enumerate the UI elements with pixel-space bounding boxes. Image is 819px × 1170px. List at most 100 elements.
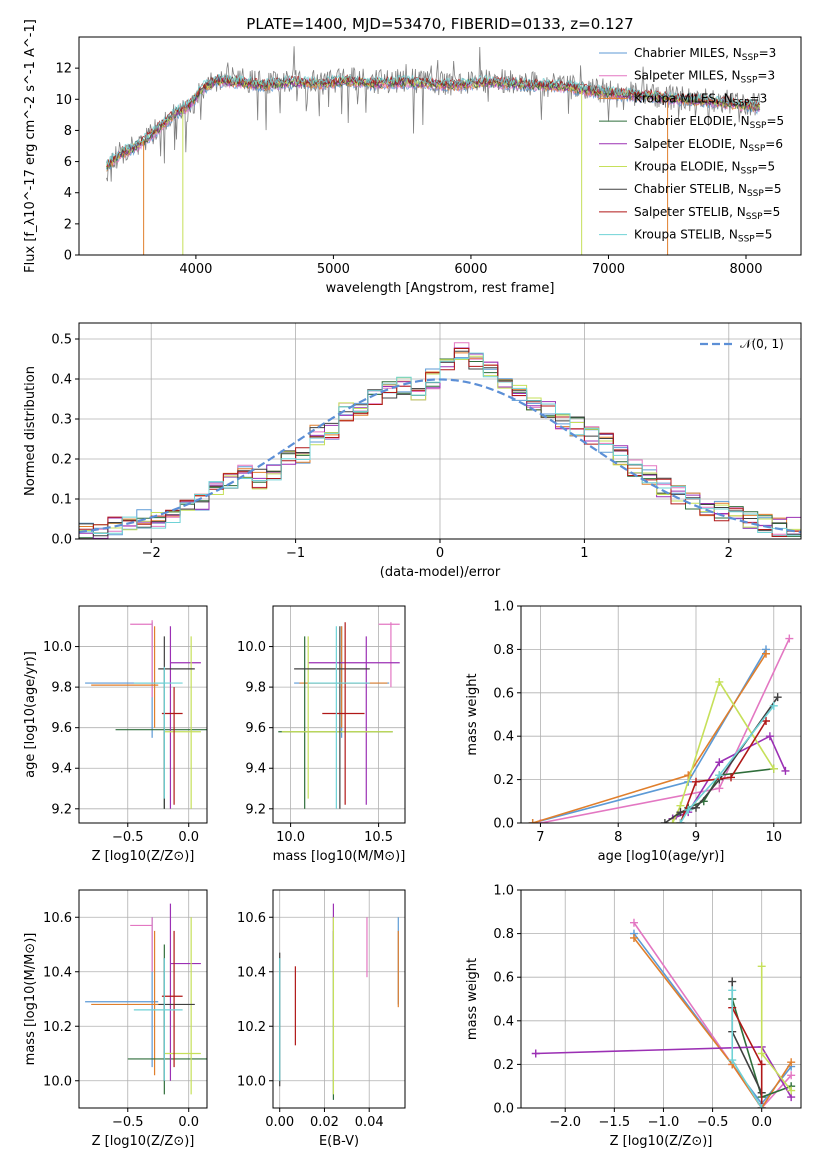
legend-entry: Kroupa ELODIE, NSSP=5 — [634, 160, 775, 177]
x-tick-label: 4000 — [179, 262, 212, 277]
x-tick-label: 10.0 — [276, 830, 305, 845]
y-tick-label: 0.8 — [493, 927, 514, 942]
y-axis-label: mass [log10(M/M⊙)] — [23, 933, 38, 1066]
y-tick-label: 9.6 — [51, 721, 72, 736]
spectrum-frame — [78, 36, 802, 256]
weight-vs-age-marks — [528, 634, 794, 823]
x-tick-label: 9 — [692, 830, 700, 845]
y-tick-label: 10.0 — [237, 640, 266, 655]
y-tick-label: 0.4 — [493, 730, 514, 745]
weight-vs-Z-panel: −2.0 −1.5 −1.0 −0.5 0.0 0.0 0.2 0.4 0.6 0.8 1.0 Z [… — [465, 884, 802, 1149]
y-tick-label: 10.0 — [237, 1074, 266, 1089]
y-tick-label: 0.2 — [493, 773, 514, 788]
mass-vs-ebv-panel: 0.00 0.02 0.04 10.0 10.2 10.4 10.6 E(B-V) — [237, 889, 406, 1149]
mass-weight-point — [757, 962, 766, 971]
age-vs-Z-panel: −0.5 0.0 9.2 9.4 9.6 9.8 10.0 Z [log10(Z/Z⊙)] ag… — [23, 605, 208, 864]
y-axis-label: Flux [f_λ10^-17 erg cm^-2 s^-1 A^-1] — [23, 19, 38, 273]
y-tick-label: 2 — [64, 217, 72, 232]
mass-vs-ebv-marks — [279, 903, 399, 1100]
y-tick-label: 6 — [64, 155, 72, 170]
gaussian-legend-label: 𝒩(0, 1) — [740, 337, 784, 351]
mass-weight-point — [715, 677, 724, 686]
y-tick-label: 10.2 — [237, 1020, 266, 1035]
mass-weight-point — [765, 732, 774, 741]
mass-weight-point — [684, 771, 693, 780]
x-axis-label: (data-model)/error — [380, 565, 501, 580]
mass-weight-line — [731, 1007, 763, 1108]
y-tick-label: 0.1 — [51, 493, 72, 508]
y-tick-label: 0.0 — [493, 817, 514, 832]
y-tick-label: 8 — [64, 124, 72, 139]
mass-weight-point — [787, 1071, 796, 1080]
mass-weight-point — [531, 1049, 540, 1058]
x-tick-label: −1 — [286, 546, 305, 561]
y-tick-label: 10.2 — [43, 1020, 72, 1035]
legend-entry: Salpeter MILES, NSSP=3 — [634, 69, 775, 86]
y-tick-label: 10.4 — [237, 965, 266, 980]
mass-weight-point — [762, 649, 770, 658]
y-tick-label: 1.0 — [493, 600, 514, 615]
mass-vs-Z-marks — [85, 903, 207, 1095]
y-tick-label: 0.0 — [493, 1102, 514, 1117]
mass-weight-line — [540, 638, 791, 823]
mass-weight-point — [660, 819, 669, 823]
spectrum-panel: 4000 5000 6000 7000 8000 0 2 4 6 8 10 12 wavelength … — [23, 19, 802, 296]
x-axis-label: Z [log10(Z/Z⊙)] — [610, 1134, 713, 1149]
gaussian-curve — [79, 378, 801, 534]
mass-weight-point — [727, 773, 735, 782]
age-vs-mass-marks — [278, 622, 400, 809]
y-tick-label: 0.2 — [493, 1058, 514, 1073]
residuals-panel: −2 −1 0 1 2 0.0 0.1 0.2 0.3 0.4 0.5 (data-model)/er… — [23, 322, 802, 580]
mass-weight-point — [715, 758, 724, 767]
y-tick-label: 0.3 — [51, 413, 72, 428]
mass-vs-Z-panel: −0.5 0.0 10.0 10.2 10.4 10.6 Z [log10(Z/Z⊙)] ma… — [23, 889, 208, 1149]
mass-weight-point — [781, 766, 790, 775]
mass-weight-point — [684, 805, 693, 814]
y-tick-label: 0.2 — [51, 453, 72, 468]
mass-weight-point — [715, 771, 724, 780]
weight-vs-Z-frame — [520, 889, 802, 1109]
figure-title: PLATE=1400, MJD=53470, FIBERID=0133, z=0… — [246, 15, 633, 33]
x-tick-label: 0.0 — [178, 1115, 199, 1130]
x-tick-label: −2 — [142, 546, 161, 561]
x-tick-label: −0.5 — [112, 1115, 144, 1130]
x-tick-label: 0.0 — [751, 1115, 772, 1130]
mass-weight-point — [629, 918, 638, 927]
y-tick-label: 0.4 — [493, 1014, 514, 1029]
y-axis-label: Normed distribution — [23, 366, 38, 496]
weight-vs-age-frame — [520, 605, 802, 824]
mass-weight-point — [769, 701, 778, 710]
x-tick-label: 10.5 — [364, 830, 393, 845]
x-axis-label: E(B-V) — [319, 1134, 359, 1149]
spectrum-marks — [106, 46, 761, 255]
x-tick-label: −1.5 — [599, 1115, 631, 1130]
mass-weight-point — [757, 1060, 766, 1069]
mass-weight-point — [692, 777, 700, 786]
x-axis-label: Z [log10(Z/Z⊙)] — [92, 1134, 195, 1149]
y-tick-label: 9.8 — [51, 681, 72, 696]
x-tick-label: 6000 — [454, 262, 487, 277]
mass-weight-line — [664, 696, 779, 823]
y-tick-label: 10.6 — [237, 911, 266, 926]
y-tick-label: 4 — [64, 186, 72, 201]
y-tick-label: 0 — [64, 249, 72, 264]
x-tick-label: −2.0 — [549, 1115, 581, 1130]
mass-weight-point — [528, 819, 537, 823]
residuals-frame — [78, 322, 802, 540]
y-tick-label: 12 — [55, 62, 72, 77]
mass-vs-ebv-frame — [272, 889, 406, 1109]
y-tick-label: 9.4 — [51, 762, 72, 777]
age-vs-mass-frame — [272, 605, 406, 824]
spectrum-model-line — [106, 73, 760, 168]
x-tick-label: 5000 — [317, 262, 350, 277]
x-tick-label: 0.02 — [310, 1115, 339, 1130]
age-vs-mass-panel: 10.0 10.5 9.2 9.4 9.6 9.8 10.0 mass [log10(M/M⊙… — [237, 605, 406, 864]
y-axis-label: mass weight — [465, 673, 480, 755]
legend-entry: Chabrier MILES, NSSP=3 — [634, 46, 776, 63]
x-tick-label: 1 — [580, 546, 588, 561]
age-vs-Z-marks — [85, 620, 207, 809]
y-tick-label: 10 — [55, 93, 72, 108]
spectrum-model-line — [106, 74, 761, 166]
y-tick-label: 10.6 — [43, 911, 72, 926]
mass-weight-point — [728, 977, 737, 986]
